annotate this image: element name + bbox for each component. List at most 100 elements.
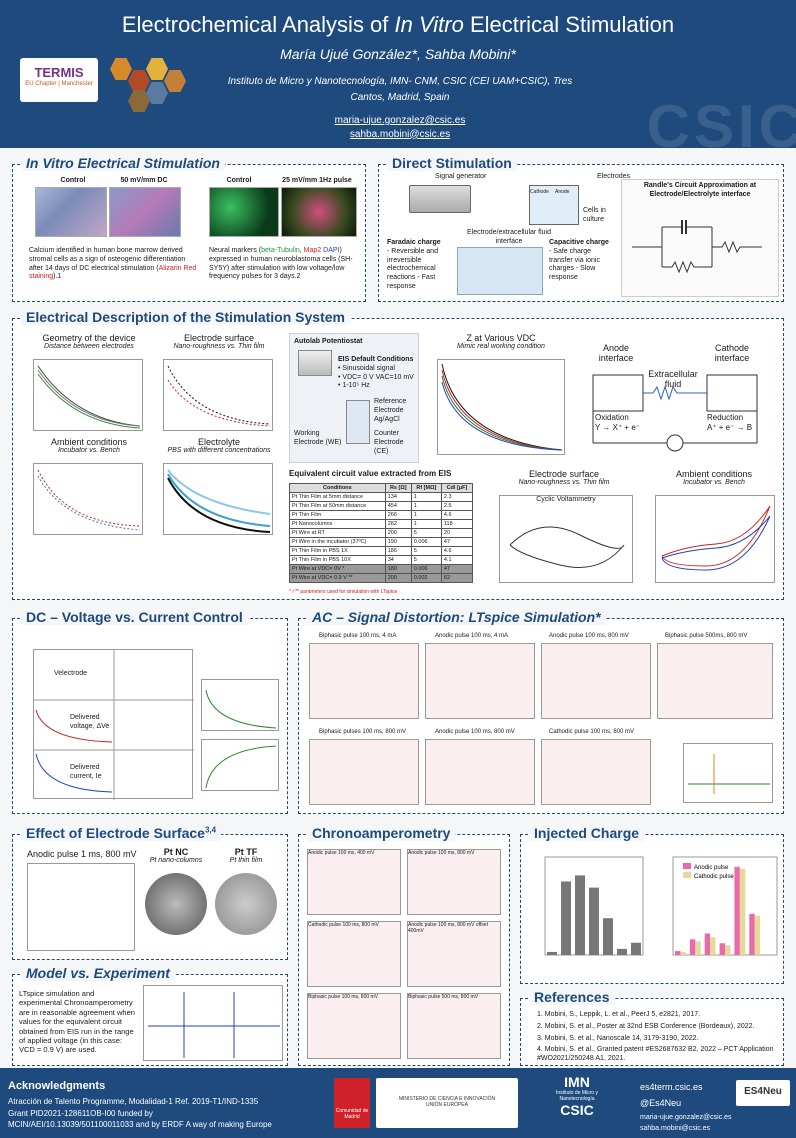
plot-chrono-5: Biphasic pulse 100 ms, 800 mV (307, 993, 401, 1059)
plot-ac-5 (309, 739, 419, 805)
plot-ac-1 (309, 643, 419, 719)
table-cell: 190 (384, 537, 412, 547)
chart-bar (734, 866, 740, 955)
eis-table: Conditions Rs [Ω] Rf [MΩ] Cdl [μF] Pt Thin F… (289, 483, 474, 583)
table-cell: Pt Wire at RT (289, 528, 386, 538)
footer-email-2[interactable]: sahba.mobini@csic.es (640, 1125, 711, 1132)
sem-thinfilm (215, 873, 277, 935)
randle-box: Randle's Circuit Approximation at Electr… (621, 179, 779, 297)
panel-title: Chronoamperometry (307, 825, 456, 841)
cell-beaker (346, 400, 370, 444)
plot-surface-pulse (27, 863, 135, 951)
table-row: Pt Thin Film 266 1 4.6 (289, 510, 474, 520)
image-label: Control (226, 177, 252, 184)
chart-bar (749, 913, 755, 955)
surf-title: Electrode surface Nano-roughness vs. Thin… (173, 333, 265, 350)
plot-chrono-1: Anodic pulse 100 ms, 400 mV (307, 849, 401, 915)
table-cell: 34 (384, 555, 412, 565)
logo-imn-csic: IMN Instituto de Micro y Nanotecnología CS… (556, 1074, 598, 1118)
injected-chart-2: Anodic pulse Cathodic pulse (672, 856, 778, 956)
plot-dc-grid: Velectrode Delivered voltage, ΔVe Delive… (33, 649, 194, 800)
email-link-1[interactable]: maria-ujue.gonzalez@csic.es (334, 115, 466, 126)
cathode-label: Cathode interface (714, 343, 750, 363)
table-cell: 5 (410, 555, 442, 565)
plot-ac-inset (683, 743, 773, 803)
table-row: Pt Wire at VDC= 0V * 180 0.006 47 (289, 564, 474, 574)
table-row: Pt Thin Film at 50mm distance 454 1 2.5 (289, 501, 474, 511)
panel-title: Injected Charge (529, 825, 645, 841)
plot-chrono-4: Anodic pulse 100 ms, 800 mV offset 400mV (407, 921, 501, 987)
image-label: 25 mV/mm 1Hz pulse (282, 177, 352, 184)
panel-model: Model vs. Experiment LTspice simulation … (12, 965, 288, 1066)
header: Electrochemical Analysis of In Vitro Ele… (0, 0, 796, 148)
plot-chrono-2: Anodic pulse 100 ms, 800 mV (407, 849, 501, 915)
table-cell: 4.1 (440, 555, 474, 565)
ac-label: Biphasic pulses 100 ms, 800 mV (319, 729, 407, 735)
oxidation-label: Oxidation Y → X⁺ + e⁻ (595, 413, 640, 432)
panel-chrono: Chronoamperometry Anodic pulse 100 ms, 4… (298, 825, 510, 1066)
tf-title: Pt TF Pt thin film (229, 847, 263, 864)
eis-conditions: EIS Default Conditions • Sinusoidal signa… (338, 356, 414, 390)
table-cell: 20 (440, 528, 474, 538)
label-anode: Anode (555, 189, 570, 195)
chrono-label: Cathodic pulse 100 ms, 800 mV (308, 922, 379, 928)
chart-bar (725, 945, 731, 955)
plot-chrono-6: Biphasic pulse 500 ms, 800 mV (407, 993, 501, 1059)
table-cell: 134 (384, 492, 412, 502)
injected-chart-1 (544, 856, 644, 956)
chrono-label: Anodic pulse 100 ms, 800 mV (408, 850, 475, 856)
caption-bone: Calcium identified in human bone marrow … (29, 247, 197, 281)
chart-frame (672, 856, 778, 956)
geom-title: Geometry of the device Distance between e… (42, 333, 136, 350)
ack-text: Atracción de Talento Programme, Modalida… (8, 1097, 272, 1130)
footer-twitter[interactable]: @Es4Neu (640, 1098, 682, 1108)
es2-title: Electrode surface Nano-roughness vs. Thin… (518, 469, 610, 486)
panel-title: Effect of Electrode Surface3,4 (21, 825, 222, 841)
plot-ac-2 (425, 643, 535, 719)
chart-bar (704, 933, 711, 955)
chart-bar (589, 887, 599, 955)
table-cell: 282 (384, 519, 412, 529)
table-cell: Pt Wire at VDC= 0.9 V ** (289, 573, 386, 583)
table-cell: Pt Thin Film in PBS 10X (289, 555, 386, 565)
logo-comunidad-madrid: Comunidad de Madrid (334, 1078, 370, 1128)
chart-bar (575, 875, 585, 955)
z-title: Z at Various VDC Mimic real working condi… (457, 333, 545, 350)
micrograph-pulse-neural (281, 187, 357, 237)
chart-bar (719, 943, 725, 955)
table-row: Pt Wire at RT 200 5 20 (289, 528, 474, 538)
footer-web[interactable]: es4term.csic.es (640, 1082, 703, 1092)
table-cell: Pt Thin Film at 5mm distance (289, 492, 386, 502)
reference-item: 2. Mobini, S. et al., Poster at 32nd ESB… (537, 1022, 755, 1030)
ef-label: Extracellular fluid (648, 369, 698, 389)
table-row: Pt Nanocolumns 282 1 118 (289, 519, 474, 529)
label-cells: Cells in culture (583, 207, 606, 223)
autolab-label: Autolab Potentiostat (294, 338, 363, 345)
legend-swatch (683, 863, 691, 869)
reference-item: 4. Mobini, S. et al., Granted patent #ES… (537, 1046, 774, 1062)
panel-title: Model vs. Experiment (21, 965, 175, 981)
table-cell: 1 (410, 501, 442, 511)
panel-title: In Vitro Electrical Stimulation (21, 155, 225, 171)
plot-ac-7 (541, 739, 651, 805)
plot-ambient (33, 463, 143, 535)
electrolyte-title: Electrolyte PBS with different concentrat… (167, 437, 271, 454)
randle-circuit (632, 219, 762, 273)
table-row: Pt Thin Film in PBS 1X 186 5 4.6 (289, 546, 474, 556)
panel-title: AC – Signal Distortion: LTspice Simulati… (307, 609, 606, 625)
autolab-box: Autolab Potentiostat EIS Default Conditi… (289, 333, 419, 463)
plot-cv-ambient (655, 495, 775, 583)
chart-bar (547, 951, 557, 955)
table-header: Rf [MΩ] (410, 483, 442, 493)
plot-dc-inset1 (201, 679, 279, 731)
chart-bar (710, 937, 716, 955)
footer-email-1[interactable]: maria-ujue.gonzalez@csic.es (640, 1114, 732, 1121)
plot-geometry (33, 359, 143, 431)
faradaic-box: Faradaic charge - Reversible and irrevers… (387, 239, 441, 290)
reference-list: 1. Mobini, S., Leppik, L. et al., PeerJ … (525, 1011, 781, 1067)
email-link-2[interactable]: sahba.mobini@csic.es (349, 128, 451, 140)
legend-label: Cathodic pulse (694, 874, 734, 880)
label-ce: Counter Electrode (CE) (374, 430, 404, 455)
chart-bar (689, 939, 696, 955)
micrograph-dc-bone (109, 187, 181, 237)
